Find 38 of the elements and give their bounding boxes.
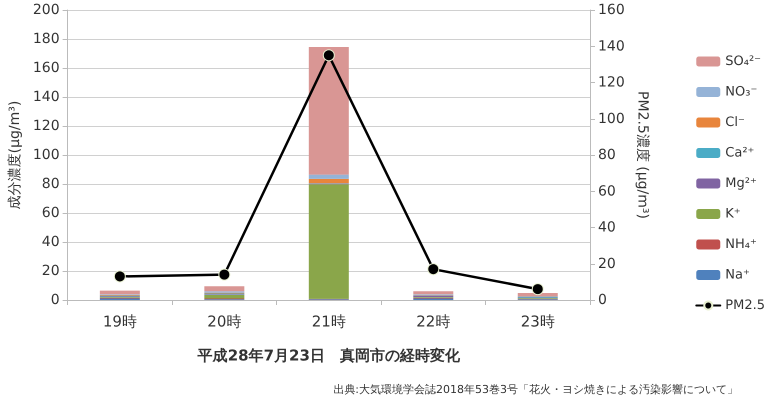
y-tick-label: 160 [32, 60, 60, 76]
y-tick-label: 60 [42, 205, 60, 221]
x-tick-label: 20時 [207, 312, 242, 330]
y-tick-label: 0 [50, 292, 60, 308]
y-tick-label: 180 [32, 31, 60, 47]
legend-label: Cl⁻ [725, 115, 745, 130]
legend-label: SO₄²⁻ [725, 54, 762, 69]
y-tick-label: 120 [32, 118, 60, 134]
legend-label: NO₃⁻ [725, 84, 758, 100]
y-tick-label: 40 [42, 234, 60, 250]
y-tick-label: 80 [42, 176, 60, 192]
y-tick-label: 100 [32, 147, 60, 163]
y2-tick-label: 20 [598, 256, 616, 272]
y2-tick-label: 60 [598, 183, 616, 200]
legend-label: Ca²⁺ [725, 146, 754, 160]
source-note: 出典:大気環境学会誌2018年53巻3号「花火・ヨシ焼きによる汚染影響について」 [333, 383, 738, 396]
x-tick-label: 19時 [102, 312, 137, 330]
legend-label: PM2.5 [725, 298, 766, 313]
y2-axis-title: PM2.5濃度 (µg/m³) [634, 91, 651, 219]
y-tick-label: 200 [32, 2, 60, 18]
y2-tick-label: 120 [598, 74, 625, 90]
y2-tick-label: 160 [598, 2, 625, 18]
x-tick-label: 22時 [416, 312, 450, 330]
legend-label: K⁺ [725, 206, 741, 222]
y2-tick-label: 80 [598, 147, 616, 163]
y-tick-label: 20 [42, 263, 60, 279]
legend-label: Mg²⁺ [725, 176, 757, 191]
y-axis-title: 成分濃度(µg/m³) [7, 100, 23, 210]
legend-label: Na⁺ [725, 268, 750, 282]
y-tick-label: 140 [32, 89, 60, 105]
y2-tick-label: 40 [598, 220, 616, 236]
y2-tick-label: 100 [598, 110, 625, 127]
legend-label: NH₄⁺ [725, 237, 757, 252]
x-tick-label: 23時 [520, 312, 555, 330]
x-axis-title: 平成28年7月23日 真岡市の経時変化 [196, 346, 461, 364]
y2-tick-label: 140 [598, 38, 625, 54]
x-tick-label: 21時 [312, 312, 346, 330]
y2-tick-label: 0 [598, 292, 607, 308]
